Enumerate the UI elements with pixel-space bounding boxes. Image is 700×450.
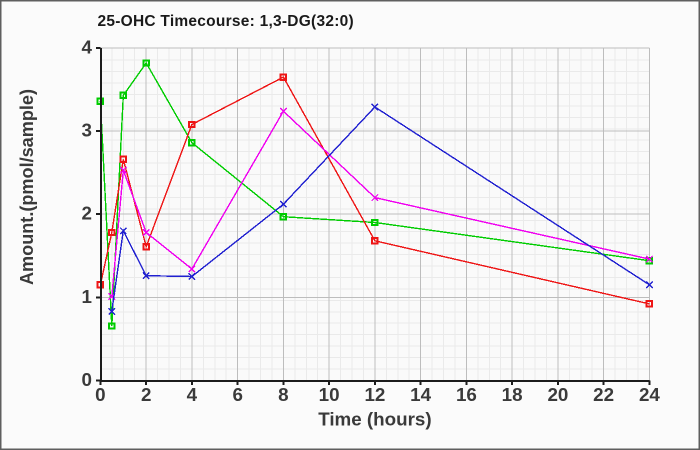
svg-text:3: 3 bbox=[82, 120, 92, 141]
svg-text:10: 10 bbox=[319, 384, 340, 405]
svg-text:8: 8 bbox=[278, 384, 288, 405]
svg-text:6: 6 bbox=[232, 384, 242, 405]
svg-text:2: 2 bbox=[82, 203, 92, 224]
svg-text:24: 24 bbox=[639, 384, 660, 405]
svg-text:20: 20 bbox=[547, 384, 568, 405]
svg-text:0: 0 bbox=[95, 384, 105, 405]
svg-text:4: 4 bbox=[82, 37, 93, 58]
svg-text:1: 1 bbox=[82, 286, 92, 307]
svg-text:4: 4 bbox=[187, 384, 198, 405]
svg-text:16: 16 bbox=[456, 384, 477, 405]
svg-text:2: 2 bbox=[141, 384, 151, 405]
svg-text:25-OHC Timecourse: 1,3-DG(32:0: 25-OHC Timecourse: 1,3-DG(32:0) bbox=[98, 13, 354, 30]
svg-text:0: 0 bbox=[82, 369, 92, 390]
svg-text:Amount.(pmol/sample): Amount.(pmol/sample) bbox=[17, 89, 37, 285]
svg-text:14: 14 bbox=[410, 384, 431, 405]
svg-text:12: 12 bbox=[364, 384, 385, 405]
svg-text:22: 22 bbox=[593, 384, 614, 405]
svg-text:18: 18 bbox=[502, 384, 523, 405]
svg-text:Time (hours): Time (hours) bbox=[318, 409, 431, 430]
